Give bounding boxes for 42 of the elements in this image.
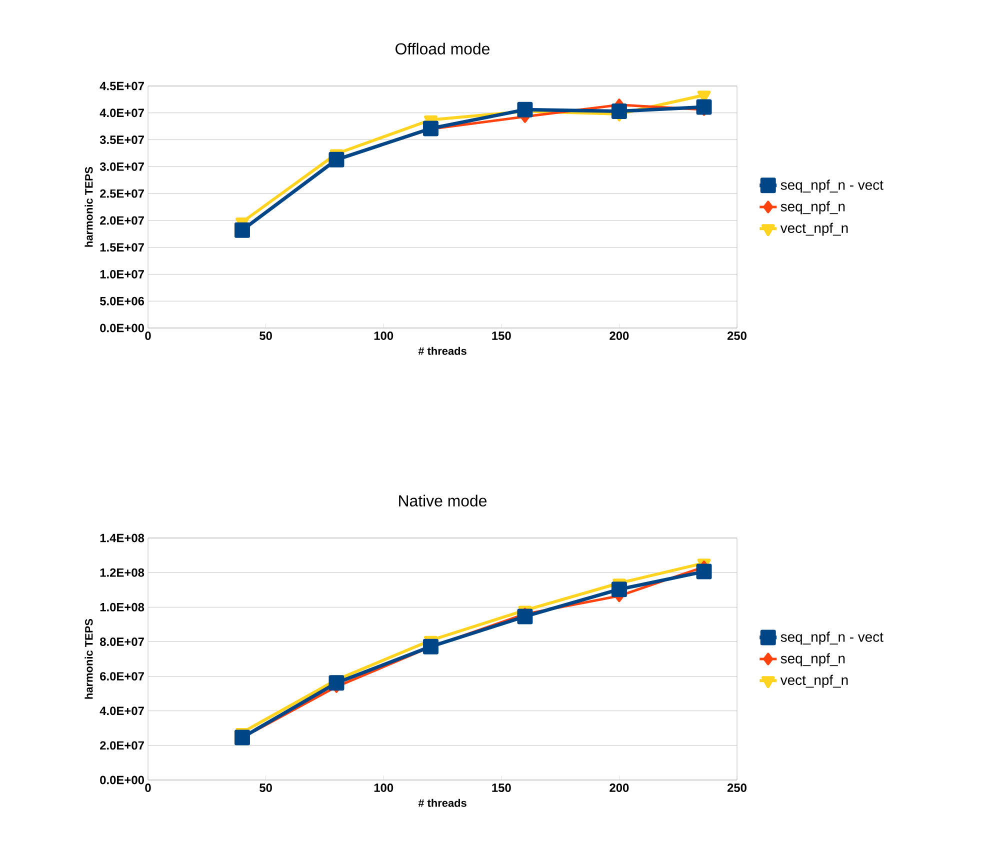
y-tick-label: 2.5E+07 — [100, 189, 144, 198]
y-axis-title: harmonic TEPS — [84, 166, 93, 247]
y-tick-label: 1.5E+07 — [100, 243, 144, 252]
chart-title: Offload mode — [396, 42, 490, 55]
legend-label: seq_npf_n - vect — [780, 180, 884, 193]
legend-label: seq_npf_n - vect — [780, 632, 884, 645]
x-tick-label: 50 — [260, 784, 272, 792]
x-tick-label: 250 — [727, 784, 746, 792]
legend-label: vect_npf_n — [780, 674, 848, 688]
y-tick-label: 4.5E+07 — [100, 82, 144, 90]
y-tick-label: 2.0E+07 — [100, 741, 144, 750]
x-axis-title: # threads — [418, 346, 466, 355]
y-tick-label: 0.0E+00 — [100, 324, 144, 332]
y-tick-label: 3.5E+07 — [100, 136, 144, 144]
x-tick-label: 150 — [492, 332, 511, 340]
x-tick-label: 250 — [727, 332, 746, 340]
x-tick-label: 100 — [374, 332, 394, 340]
y-tick-label: 3.0E+07 — [100, 162, 144, 171]
chart-title: Native mode — [399, 494, 487, 507]
y-tick-label: 6.0E+07 — [100, 672, 144, 681]
y-tick-label: 1.0E+07 — [100, 270, 144, 278]
y-tick-label: 8.0E+07 — [100, 637, 144, 646]
y-tick-label: 1.0E+08 — [100, 602, 144, 612]
y-tick-label: 5.0E+06 — [100, 296, 144, 306]
y-tick-label: 0.0E+00 — [100, 776, 144, 784]
x-tick-label: 200 — [610, 784, 629, 792]
y-tick-label: 4.0E+07 — [100, 706, 144, 716]
x-axis-title: # threads — [418, 798, 466, 807]
y-tick-label: 4.0E+07 — [100, 108, 144, 118]
x-tick-label: 0 — [145, 784, 151, 792]
y-tick-label: 2.0E+07 — [100, 216, 144, 225]
x-tick-label: 200 — [610, 332, 629, 340]
x-tick-label: 0 — [145, 332, 151, 340]
y-tick-label: 1.2E+08 — [100, 568, 144, 577]
x-tick-label: 50 — [260, 332, 272, 340]
legend-label: seq_npf_n — [780, 201, 845, 214]
x-tick-label: 150 — [492, 784, 511, 792]
y-axis-title: harmonic TEPS — [84, 618, 93, 699]
x-tick-label: 100 — [374, 784, 394, 792]
y-tick-label: 1.4E+08 — [100, 534, 144, 542]
legend-label: seq_npf_n — [780, 653, 845, 666]
legend-label: vect_npf_n — [780, 222, 848, 236]
